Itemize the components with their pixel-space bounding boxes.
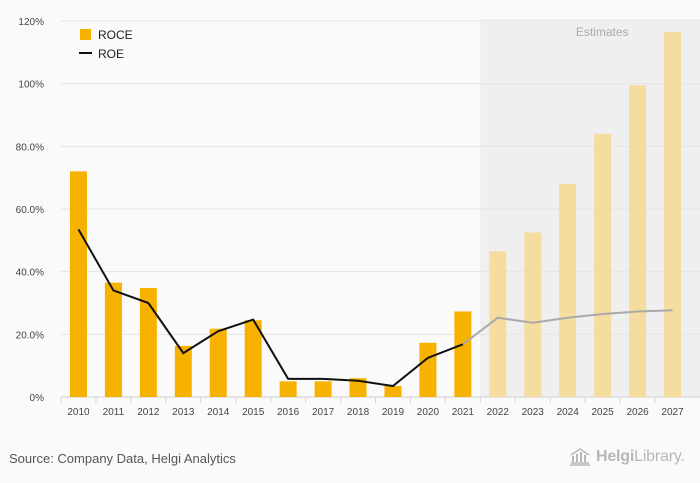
x-tick-label: 2014 xyxy=(207,407,230,418)
roce-bar xyxy=(629,85,647,397)
logo-wordmark: HelgiLibrary. xyxy=(596,448,685,465)
roe-line xyxy=(77,228,464,388)
y-tick-label: 80.0% xyxy=(16,142,44,153)
roce-bar xyxy=(594,133,612,398)
roce-bar xyxy=(139,287,157,397)
x-tick-label: 2019 xyxy=(382,407,405,418)
roce-bar xyxy=(279,381,297,397)
roce-bar xyxy=(454,311,472,397)
x-tick-label: 2022 xyxy=(487,407,510,418)
legend-roce-label: ROCE xyxy=(98,28,133,42)
x-tick-label: 2012 xyxy=(137,407,160,418)
y-tick-label: 0% xyxy=(30,393,45,404)
roce-roe-chart: Estimates 0% 20.0% 40.0% 60.0% 80.0% 100% 120%… xyxy=(16,17,700,418)
roce-bar xyxy=(559,183,577,397)
x-tick-label: 2021 xyxy=(452,407,475,418)
helgi-library-logo: HelgiLibrary. xyxy=(568,447,685,467)
roe-line-estimate xyxy=(462,309,673,346)
x-tick-label: 2025 xyxy=(592,407,615,418)
x-tick-label: 2023 xyxy=(522,407,545,418)
x-tick-label: 2024 xyxy=(557,407,580,418)
x-tick-label: 2010 xyxy=(67,407,90,418)
x-tick-label: 2011 xyxy=(103,407,125,418)
x-tick-label: 2016 xyxy=(277,407,300,418)
x-tick-label: 2017 xyxy=(312,407,335,418)
roce-bar xyxy=(384,386,402,397)
x-tick-label: 2020 xyxy=(417,407,440,418)
roce-bar xyxy=(209,328,227,397)
roce-bar xyxy=(104,282,122,397)
roce-bar xyxy=(174,345,192,397)
x-tick-label: 2013 xyxy=(172,407,195,418)
y-tick-label: 40.0% xyxy=(16,268,44,279)
roce-bar xyxy=(419,342,437,397)
x-tick-label: 2015 xyxy=(242,407,265,418)
y-tick-label: 100% xyxy=(18,80,44,91)
legend-roce-swatch xyxy=(80,29,91,40)
roce-bar xyxy=(664,31,682,397)
y-tick-label: 60.0% xyxy=(16,205,44,216)
roce-bar xyxy=(524,232,542,397)
library-building-icon xyxy=(570,448,590,466)
roce-bar xyxy=(244,320,262,397)
roce-bar xyxy=(489,251,507,397)
y-tick-label: 120% xyxy=(18,17,44,28)
y-tick-label: 20.0% xyxy=(16,330,44,341)
legend-roe-label: ROE xyxy=(98,47,124,61)
x-tick-label: 2018 xyxy=(347,407,370,418)
roce-bar xyxy=(314,381,332,397)
x-tick-label: 2026 xyxy=(626,407,649,418)
roce-bar xyxy=(349,378,367,397)
x-tick-label: 2027 xyxy=(661,407,684,418)
estimates-label: Estimates xyxy=(576,25,629,39)
roce-bar xyxy=(69,171,87,397)
source-note: Source: Company Data, Helgi Analytics xyxy=(9,451,236,466)
